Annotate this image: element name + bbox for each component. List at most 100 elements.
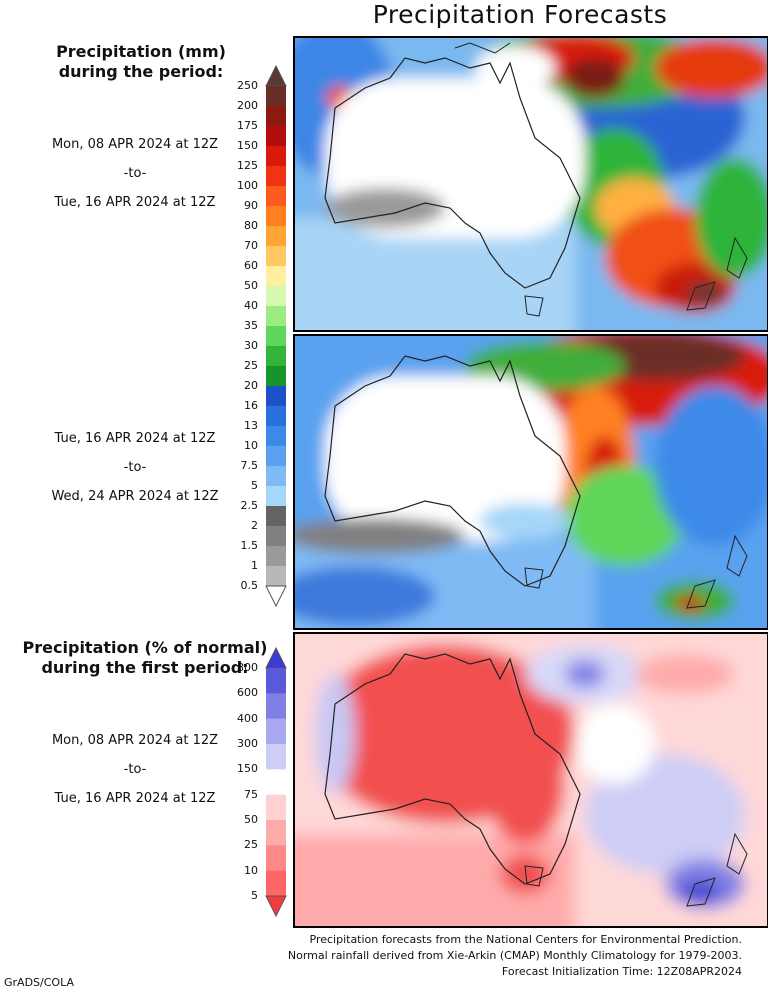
colorbar-swatch — [266, 718, 286, 745]
percent-period-start: Mon, 08 APR 2024 at 12Z — [51, 733, 219, 748]
amount-colorbar-svg — [265, 64, 287, 608]
colorbar-swatch — [266, 506, 286, 527]
colorbar-swatch — [266, 466, 286, 487]
colorbar-bottom-arrow — [265, 585, 287, 608]
colorbar-tick-label: 800 — [237, 661, 258, 674]
colorbar-tick-label: 1 — [251, 559, 258, 572]
colorbar-tick-label: 5 — [251, 889, 258, 902]
colorbar-swatch — [266, 106, 286, 127]
percent-period-end: Tue, 16 APR 2024 at 12Z — [54, 791, 216, 806]
colorbar-tick-label: 0.5 — [240, 579, 259, 592]
colorbar-tick-label: 16 — [244, 399, 258, 412]
colorbar-tick-label: 2 — [251, 519, 258, 532]
colorbar-swatch — [266, 206, 286, 227]
percent-period-text: Mon, 08 APR 2024 at 12Z -to- Tue, 16 APR… — [0, 726, 270, 813]
colorbar-swatch — [266, 266, 286, 287]
map-amount-period1-svg — [295, 38, 767, 330]
colorbar-swatch — [266, 346, 286, 367]
colorbar-swatch — [266, 693, 286, 719]
colorbar-tick-label: 10 — [244, 863, 258, 877]
map-amount-period2-svg — [295, 336, 767, 628]
credits: Precipitation forecasts from the Nationa… — [288, 932, 742, 980]
colorbar-tick-label: 1.5 — [240, 539, 259, 552]
colorbar-tick-label: 25 — [244, 359, 258, 372]
map-amount-period1 — [293, 36, 768, 332]
colorbar-tick-label: 150 — [237, 139, 258, 152]
amount-colorbar — [264, 64, 288, 608]
amount-heading: Precipitation (mm) during the period: — [6, 42, 276, 82]
colorbar-tick-label: 90 — [244, 199, 258, 212]
colorbar-swatch — [266, 126, 286, 147]
colorbar-tick-label: 125 — [237, 159, 258, 172]
colorbar-swatch — [266, 526, 286, 547]
colorbar-tick-label: 2.5 — [240, 499, 259, 512]
colorbar-tick-label: 200 — [237, 99, 258, 112]
colorbar-tick-label: 75 — [244, 787, 258, 801]
australia-outline — [324, 355, 581, 587]
colorbar-tick-label: 80 — [244, 219, 258, 232]
new-zealand-outline — [686, 236, 748, 311]
colorbar-swatch — [266, 566, 286, 587]
colorbar-tick-label: 175 — [237, 119, 258, 132]
colorbar-tick-label: 70 — [244, 239, 258, 252]
colorbar-tick-label: 25 — [244, 838, 258, 852]
colorbar-tick-label: 13 — [244, 419, 258, 432]
period1-sep: -to- — [123, 166, 147, 181]
credits-line1: Precipitation forecasts from the Nationa… — [309, 933, 743, 946]
tasmania-outline — [524, 295, 544, 317]
colorbar-tick-label: 60 — [244, 259, 258, 272]
colorbar-tick-label: 30 — [244, 339, 258, 352]
colorbar-swatch — [266, 820, 286, 846]
page-title: Precipitation Forecasts — [372, 0, 668, 29]
colorbar-swatch — [266, 326, 286, 347]
colorbar-swatch — [266, 794, 286, 821]
colorbar-bottom-arrow — [265, 895, 287, 918]
australia-outline — [324, 57, 581, 289]
period1-end: Tue, 16 APR 2024 at 12Z — [54, 195, 216, 210]
colorbar-swatch — [266, 546, 286, 567]
period1-start: Mon, 08 APR 2024 at 12Z — [51, 137, 219, 152]
percent-heading: Precipitation (% of normal) during the f… — [0, 638, 290, 678]
tasmania-outline — [524, 865, 544, 887]
colorbar-tick-label: 400 — [237, 711, 258, 725]
colorbar-swatch — [266, 845, 286, 871]
colorbar-swatch — [266, 426, 286, 447]
colorbar-tick-label: 300 — [237, 737, 258, 750]
colorbar-tick-label: 150 — [237, 762, 258, 776]
colorbar-swatch — [266, 246, 286, 267]
colorbar-tick-label: 20 — [244, 379, 258, 392]
colorbar-swatch — [266, 166, 286, 187]
period1-text: Mon, 08 APR 2024 at 12Z -to- Tue, 16 APR… — [0, 130, 270, 217]
period2-sep: -to- — [123, 460, 147, 475]
map-percent-normal — [293, 632, 768, 928]
colorbar-tick-label: 100 — [237, 179, 258, 192]
map-percent-normal-svg — [295, 634, 767, 926]
percent-heading-line1: Precipitation (% of normal) — [22, 638, 268, 657]
colorbar-swatch — [266, 870, 286, 897]
tasmania-outline — [524, 567, 544, 589]
credits-line2: Normal rainfall derived from Xie-Arkin (… — [287, 949, 742, 962]
colorbar-tick-label: 50 — [244, 813, 258, 826]
colorbar-swatch — [266, 226, 286, 247]
colorbar-top-arrow — [265, 646, 287, 669]
amount-heading-line2: during the period: — [58, 62, 224, 81]
colorbar-swatch — [266, 486, 286, 507]
credits-line3: Forecast Initialization Time: 12Z08APR20… — [501, 965, 742, 978]
period2-text: Tue, 16 APR 2024 at 12Z -to- Wed, 24 APR… — [0, 424, 270, 511]
colorbar-tick-label: 50 — [244, 279, 258, 292]
percent-colorbar-svg — [265, 646, 287, 918]
colorbar-tick-label: 600 — [237, 686, 258, 700]
percent-period-sep: -to- — [123, 762, 147, 777]
period2-start: Tue, 16 APR 2024 at 12Z — [54, 431, 216, 446]
colorbar-tick-label: 250 — [237, 79, 258, 92]
colorbar-swatch — [266, 406, 286, 427]
colorbar-swatch — [266, 668, 286, 694]
australia-outline — [324, 653, 581, 885]
percent-heading-line2: during the first period: — [41, 658, 249, 677]
colorbar-tick-label: 10 — [244, 439, 258, 452]
colorbar-tick-label: 7.5 — [240, 459, 259, 472]
colorbar-swatch — [266, 744, 286, 770]
new-zealand-outline — [686, 832, 748, 907]
amount-heading-line1: Precipitation (mm) — [56, 42, 226, 61]
grads-credit: GrADS/COLA — [4, 976, 74, 989]
